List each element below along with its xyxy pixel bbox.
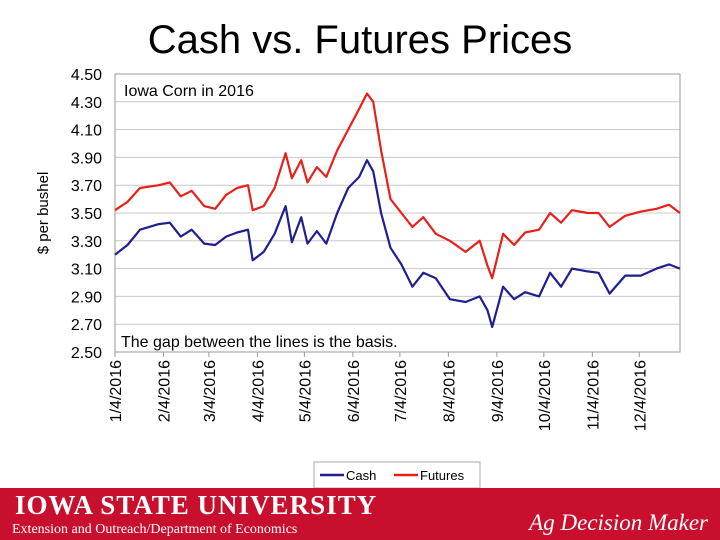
x-tick-label: 2/4/2016 xyxy=(157,360,174,422)
department-label: Extension and Outreach/Department of Eco… xyxy=(12,522,298,537)
x-tick-label: 3/4/2016 xyxy=(202,360,219,422)
price-chart: 4.50 4.30 4.10 3.90 3.70 3.50 3.30 3.10 2.90 2.70… xyxy=(35,67,681,489)
x-tick-label: 12/4/2016 xyxy=(632,360,649,431)
legend-cash-label: Cash xyxy=(346,468,376,483)
y-axis-ticks: 4.50 4.30 4.10 3.90 3.70 3.50 3.30 3.10 2.90 2.70… xyxy=(71,67,102,362)
x-tick-label: 9/4/2016 xyxy=(490,360,507,422)
y-tick-label: 3.90 xyxy=(71,150,102,167)
annotation-basis: The gap between the lines is the basis. xyxy=(121,334,398,351)
x-tick-label: 11/4/2016 xyxy=(585,360,602,430)
series-lines xyxy=(114,92,681,329)
series-line-futures xyxy=(114,92,681,280)
y-tick-label: 2.50 xyxy=(71,345,102,362)
x-tick-label: 10/4/2016 xyxy=(537,360,554,431)
x-tick-label: 7/4/2016 xyxy=(393,360,410,422)
x-tick-label: 5/4/2016 xyxy=(297,360,314,422)
university-logo: IOWA STATE UNIVERSITY xyxy=(15,490,378,520)
x-tick-label: 1/4/2016 xyxy=(108,360,125,422)
brand-label: Ag Decision Maker xyxy=(529,510,708,535)
legend: Cash Futures xyxy=(313,461,481,489)
y-tick-label: 3.50 xyxy=(71,206,102,223)
y-tick-label: 3.10 xyxy=(71,262,102,279)
annotation-title: Iowa Corn in 2016 xyxy=(124,83,254,100)
y-tick-label: 4.50 xyxy=(71,67,102,84)
y-tick-label: 4.30 xyxy=(71,95,102,112)
y-tick-label: 3.70 xyxy=(71,178,102,195)
y-tick-label: 3.30 xyxy=(71,234,102,251)
x-tick-label: 6/4/2016 xyxy=(346,360,363,422)
x-tick-label: 8/4/2016 xyxy=(441,360,458,422)
y-axis-label: $ per bushel xyxy=(35,172,52,255)
y-tick-label: 2.70 xyxy=(71,317,102,334)
series-line-cash xyxy=(114,159,681,329)
y-tick-label: 2.90 xyxy=(71,289,102,306)
page-title: Cash vs. Futures Prices xyxy=(147,18,573,62)
x-axis-ticks: 1/4/2016 2/4/2016 3/4/2016 4/4/2016 5/4/2016… xyxy=(108,352,649,431)
x-tick-label: 4/4/2016 xyxy=(250,360,267,422)
legend-futures-label: Futures xyxy=(420,468,465,483)
y-tick-label: 4.10 xyxy=(71,123,102,140)
footer-banner: IOWA STATE UNIVERSITY Extension and Outr… xyxy=(0,488,720,540)
